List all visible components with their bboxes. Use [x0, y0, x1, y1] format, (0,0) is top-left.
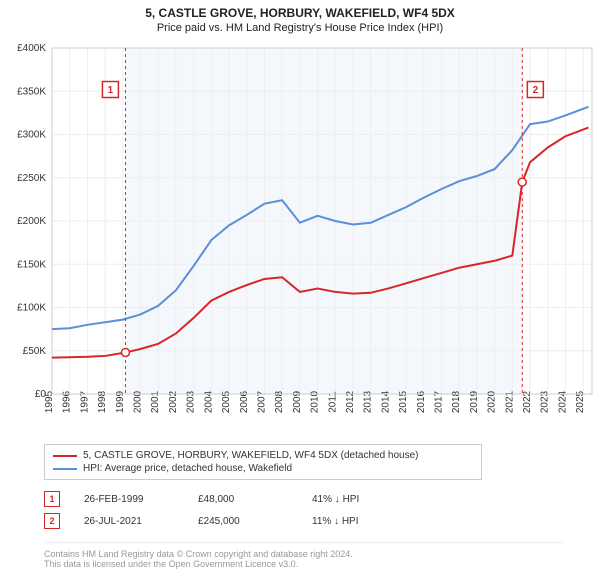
sale-row: 2 26-JUL-2021 £245,000 11% ↓ HPI [44, 510, 600, 532]
sale-date: 26-JUL-2021 [84, 516, 174, 527]
sale-row: 1 26-FEB-1999 £48,000 41% ↓ HPI [44, 488, 600, 510]
sale-marker: 1 [44, 491, 60, 507]
chart-title: 5, CASTLE GROVE, HORBURY, WAKEFIELD, WF4… [0, 0, 600, 20]
footer: Contains HM Land Registry data © Crown c… [44, 542, 564, 569]
y-tick-label: £200K [17, 216, 46, 227]
chart-container: 5, CASTLE GROVE, HORBURY, WAKEFIELD, WF4… [0, 0, 600, 560]
y-tick-label: £250K [17, 173, 46, 184]
chart-area: £0£50K£100K£150K£200K£250K£300K£350K£400… [0, 38, 600, 438]
sale-point [518, 178, 526, 186]
legend-item: HPI: Average price, detached house, Wake… [53, 462, 473, 475]
legend-label: 5, CASTLE GROVE, HORBURY, WAKEFIELD, WF4… [83, 450, 419, 461]
y-tick-label: £350K [17, 86, 46, 97]
marker-number: 1 [108, 85, 114, 96]
y-tick-label: £300K [17, 130, 46, 141]
sale-price: £245,000 [198, 516, 288, 527]
marker-number: 2 [533, 85, 539, 96]
y-tick-label: £50K [23, 346, 47, 357]
sale-vs-hpi: 11% ↓ HPI [312, 516, 402, 527]
legend-label: HPI: Average price, detached house, Wake… [83, 463, 292, 474]
legend-swatch [53, 455, 77, 457]
legend: 5, CASTLE GROVE, HORBURY, WAKEFIELD, WF4… [44, 444, 482, 480]
y-tick-label: £150K [17, 259, 46, 270]
chart-subtitle: Price paid vs. HM Land Registry's House … [0, 20, 600, 38]
legend-swatch [53, 468, 77, 470]
sale-price: £48,000 [198, 494, 288, 505]
sale-point [121, 348, 129, 356]
y-tick-label: £400K [17, 43, 46, 54]
sale-vs-hpi: 41% ↓ HPI [312, 494, 402, 505]
sales-table: 1 26-FEB-1999 £48,000 41% ↓ HPI 2 26-JUL-2021… [44, 488, 600, 532]
sale-date: 26-FEB-1999 [84, 494, 174, 505]
footer-line1: Contains HM Land Registry data © Crown c… [44, 549, 564, 559]
chart-svg: £0£50K£100K£150K£200K£250K£300K£350K£400… [0, 38, 600, 438]
y-tick-label: £100K [17, 303, 46, 314]
legend-item: 5, CASTLE GROVE, HORBURY, WAKEFIELD, WF4… [53, 449, 473, 462]
sale-marker: 2 [44, 513, 60, 529]
footer-line2: This data is licensed under the Open Gov… [44, 559, 564, 569]
